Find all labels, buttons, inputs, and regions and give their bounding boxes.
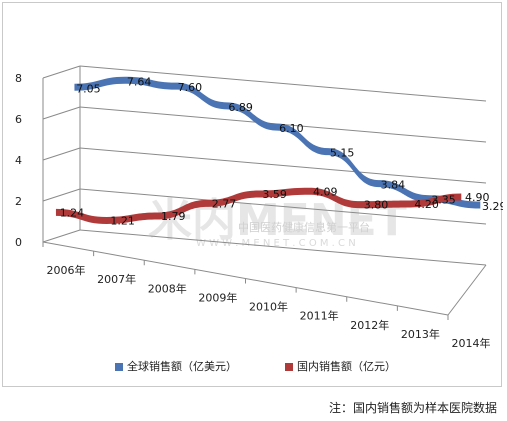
- side-gridline: [42, 147, 81, 161]
- watermark-url: W W W . M E N E T . C O M . C N: [196, 238, 356, 249]
- legend: 全球销售额（亿美元） 国内销售额（亿元）: [115, 359, 396, 373]
- footnote: 注：国内销售额为样本医院数据: [328, 401, 497, 415]
- data-label: 3.80: [364, 199, 389, 212]
- data-label: 6.10: [279, 122, 304, 135]
- data-label: 3.84: [381, 179, 406, 192]
- series-ribbon-1: [55, 187, 462, 224]
- x-tick-label: 2014年: [452, 336, 491, 350]
- data-label: 4.09: [313, 185, 338, 198]
- y-tick-label: 2: [15, 195, 22, 208]
- data-label: 4.20: [414, 198, 439, 211]
- y-tick-label: 6: [15, 113, 22, 126]
- data-label: 3.29: [482, 200, 503, 213]
- data-label: 3.35: [431, 194, 456, 207]
- data-label: 1.24: [60, 206, 85, 219]
- legend-swatch: [285, 363, 293, 371]
- x-tick-label: 2012年: [350, 318, 389, 332]
- data-labels: 7.05 7.64 7.60 6.89 6.10 5.15 3.84 3.35 3.29 1.24…: [60, 75, 503, 227]
- y-tick-label: 0: [15, 236, 22, 249]
- gridline: [79, 188, 487, 225]
- x-tick-label: 2011年: [300, 309, 339, 323]
- data-label: 3.59: [262, 188, 287, 201]
- x-tick-label: 2006年: [47, 263, 86, 277]
- x-tick-label: 2009年: [198, 290, 237, 304]
- x-tick-label: 2010年: [249, 300, 288, 314]
- side-gridline: [42, 229, 81, 243]
- side-gridline: [42, 106, 81, 120]
- data-label: 4.90: [465, 191, 490, 204]
- data-label: 7.05: [76, 82, 101, 95]
- watermark-sub: 中国医药健康信息第一平台: [238, 220, 370, 234]
- side-gridline: [42, 188, 81, 202]
- x-tick-label: 2013年: [401, 327, 440, 341]
- gridline: [79, 229, 487, 266]
- chart-frame: 米内MENET 中国医药健康信息第一平台 W W W . M E N E T . C…: [2, 2, 503, 387]
- side-gridline: [42, 65, 81, 79]
- y-tick-label: 4: [15, 154, 22, 167]
- gridline: [79, 65, 487, 102]
- data-label: 7.60: [178, 81, 203, 94]
- data-label: 1.21: [110, 214, 135, 227]
- data-label: 7.64: [127, 75, 152, 88]
- legend-label: 全球销售额（亿美元）: [127, 359, 237, 373]
- series-layer: [55, 76, 481, 224]
- data-label: 2.77: [212, 197, 237, 210]
- data-label: 1.79: [161, 210, 186, 223]
- gridline: [79, 147, 487, 184]
- axes: 0 2 4 6 8 2006年 2007年 2008年 2009年 2010年 2011年 2012年…: [15, 65, 491, 350]
- legend-label: 国内销售额（亿元）: [297, 359, 396, 373]
- legend-swatch: [115, 363, 123, 371]
- y-tick-label: 8: [15, 72, 22, 85]
- floor-right-edge: [447, 264, 487, 316]
- data-label: 6.89: [228, 101, 253, 114]
- x-tick-label: 2008年: [148, 281, 187, 295]
- x-tick-label: 2007年: [97, 272, 136, 286]
- data-label: 5.15: [330, 147, 355, 160]
